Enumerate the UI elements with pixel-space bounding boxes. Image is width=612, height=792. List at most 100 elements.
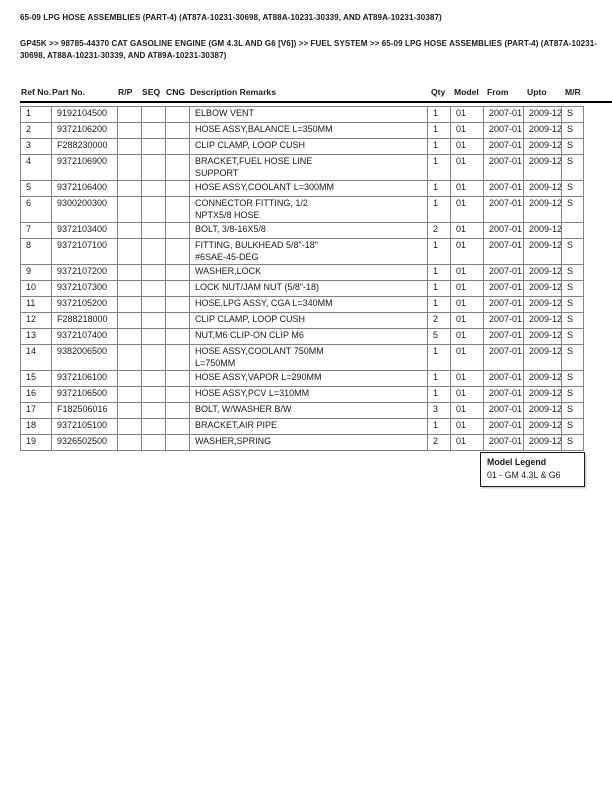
upto-cell: 2009-12 [523, 280, 562, 297]
qty-cell: 1 [427, 106, 451, 123]
qty-cell: 1 [427, 154, 451, 181]
qty-cell: 1 [427, 370, 451, 387]
upto-cell: 2009-12 [523, 312, 562, 329]
part-no-cell: 9382006500 [51, 344, 118, 371]
seq-cell [141, 264, 166, 281]
model-legend-box: Model Legend 01 - GM 4.3L & G6 [480, 452, 585, 487]
part-no-cell: 9372103400 [51, 222, 118, 239]
description-cell: HOSE,LPG ASSY, CGA L=340MM [189, 296, 428, 313]
cng-cell [165, 222, 190, 239]
mr-cell: S [561, 402, 584, 419]
from-cell: 2007-01 [483, 280, 524, 297]
table-row: 15 9372106100 HOSE ASSY,VAPOR L=290MM 1 01 20… [20, 370, 584, 387]
mr-cell: S [561, 180, 584, 197]
column-header-qty: Qty [431, 87, 446, 97]
mr-cell: S [561, 370, 584, 387]
model-cell: 01 [450, 280, 484, 297]
from-cell: 2007-01 [483, 238, 524, 265]
rp-cell [117, 106, 142, 123]
cng-cell [165, 238, 190, 265]
model-cell: 01 [450, 196, 484, 223]
model-cell: 01 [450, 106, 484, 123]
rp-cell [117, 264, 142, 281]
cng-cell [165, 386, 190, 403]
from-cell: 2007-01 [483, 222, 524, 239]
upto-cell: 2009-12 [523, 222, 562, 239]
part-no-cell: 9372106900 [51, 154, 118, 181]
description-cell: BOLT, W/WASHER B/W [189, 402, 428, 419]
seq-cell [141, 154, 166, 181]
description-cell: CLIP CLAMP, LOOP CUSH [189, 138, 428, 155]
description-cell: HOSE ASSY,COOLANT 750MM L=750MM [189, 344, 428, 371]
part-no-cell: 9372105100 [51, 418, 118, 435]
rp-cell [117, 312, 142, 329]
cng-cell [165, 418, 190, 435]
ref-no-cell: 8 [20, 238, 52, 265]
ref-no-cell: 9 [20, 264, 52, 281]
from-cell: 2007-01 [483, 138, 524, 155]
ref-no-cell: 11 [20, 296, 52, 313]
table-row: 7 9372103400 BOLT, 3/8-16X5/8 2 01 2007-01 200… [20, 222, 584, 239]
description-cell: BRACKET,FUEL HOSE LINE SUPPORT [189, 154, 428, 181]
seq-cell [141, 386, 166, 403]
from-cell: 2007-01 [483, 312, 524, 329]
table-row: 13 9372107400 NUT,M6 CLIP-ON CLIP M6 5 01 200… [20, 328, 584, 345]
qty-cell: 5 [427, 328, 451, 345]
table-row: 17 F182506016 BOLT, W/WASHER B/W 3 01 2007-01… [20, 402, 584, 419]
ref-no-cell: 6 [20, 196, 52, 223]
part-no-cell: 9372105200 [51, 296, 118, 313]
description-cell: FITTING, BULKHEAD 5/8"-18" #6SAE-45-DEG [189, 238, 428, 265]
model-cell: 01 [450, 434, 484, 451]
ref-no-cell: 18 [20, 418, 52, 435]
cng-cell [165, 370, 190, 387]
description-cell: CONNECTOR FITTING, 1/2 NPTX5/8 HOSE [189, 196, 428, 223]
from-cell: 2007-01 [483, 344, 524, 371]
mr-cell: S [561, 296, 584, 313]
column-header-seq: SEQ [142, 87, 161, 97]
upto-cell: 2009-12 [523, 196, 562, 223]
ref-no-cell: 19 [20, 434, 52, 451]
seq-cell [141, 418, 166, 435]
qty-cell: 1 [427, 138, 451, 155]
table-row: 9 9372107200 WASHER,LOCK 1 01 2007-01 2009-12 S [20, 264, 584, 281]
table-column-headers: Ref No. Part No. R/P SEQ CNG Description… [20, 87, 583, 97]
table-row: 5 9372106400 HOSE ASSY,COOLANT L=300MM 1 01 2… [20, 180, 584, 197]
column-header-mr: M/R [565, 87, 581, 97]
seq-cell [141, 328, 166, 345]
column-header-rp: R/P [118, 87, 133, 97]
upto-cell: 2009-12 [523, 238, 562, 265]
from-cell: 2007-01 [483, 122, 524, 139]
table-row: 19 9326502500 WASHER,SPRING 2 01 2007-01 2009-… [20, 434, 584, 451]
description-cell: HOSE ASSY,PCV L=310MM [189, 386, 428, 403]
part-no-cell: F288230000 [51, 138, 118, 155]
cng-cell [165, 122, 190, 139]
upto-cell: 2009-12 [523, 386, 562, 403]
table-row: 8 9372107100 FITTING, BULKHEAD 5/8"-18" #6… [20, 238, 584, 265]
table-row: 10 9372107300 LOCK NUT/JAM NUT (5/8"-18) 1 0… [20, 280, 584, 297]
qty-cell: 1 [427, 238, 451, 265]
description-cell: LOCK NUT/JAM NUT (5/8"-18) [189, 280, 428, 297]
rp-cell [117, 402, 142, 419]
part-no-cell: F182506016 [51, 402, 118, 419]
rp-cell [117, 122, 142, 139]
upto-cell: 2009-12 [523, 264, 562, 281]
ref-no-cell: 13 [20, 328, 52, 345]
mr-cell: S [561, 238, 584, 265]
rp-cell [117, 196, 142, 223]
page-title: 65-09 LPG HOSE ASSEMBLIES (PART-4) (AT87… [20, 13, 442, 22]
model-cell: 01 [450, 296, 484, 313]
upto-cell: 2009-12 [523, 180, 562, 197]
from-cell: 2007-01 [483, 434, 524, 451]
rp-cell [117, 280, 142, 297]
mr-cell: S [561, 434, 584, 451]
part-no-cell: 9372106500 [51, 386, 118, 403]
from-cell: 2007-01 [483, 296, 524, 313]
ref-no-cell: 4 [20, 154, 52, 181]
parts-table-body: 1 9192104500 ELBOW VENT 1 01 2007-01 2009-12 S 2… [20, 106, 584, 451]
ref-no-cell: 5 [20, 180, 52, 197]
upto-cell: 2009-12 [523, 122, 562, 139]
ref-no-cell: 7 [20, 222, 52, 239]
table-row: 14 9382006500 HOSE ASSY,COOLANT 750MM L=75… [20, 344, 584, 371]
qty-cell: 2 [427, 222, 451, 239]
qty-cell: 1 [427, 296, 451, 313]
